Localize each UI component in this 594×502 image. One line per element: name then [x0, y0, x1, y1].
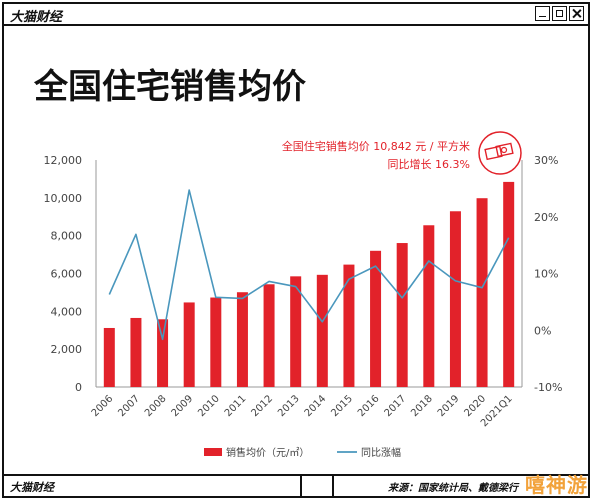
right-axis: -10% 0% 10% 20% 30% — [521, 154, 562, 394]
x-tick-label: 2009 — [170, 393, 196, 419]
x-tick-label: 2007 — [116, 393, 142, 419]
bar — [449, 211, 461, 387]
bar — [476, 198, 488, 387]
right-tick-label: 20% — [534, 211, 558, 224]
x-tick-label: 2015 — [329, 393, 355, 419]
left-tick-label: 8,000 — [51, 230, 83, 243]
x-tick-label: 2017 — [383, 393, 409, 419]
bar — [316, 274, 328, 387]
annotation-price: 全国住宅销售均价 10,842 元 / 平方米 — [282, 139, 470, 153]
footer-brand: 大猫财经 — [10, 481, 54, 494]
bar — [343, 264, 355, 387]
bar — [183, 302, 195, 387]
close-icon[interactable] — [569, 6, 584, 21]
money-icon — [478, 131, 522, 175]
x-tick-label: 2010 — [196, 393, 222, 419]
bar — [236, 292, 248, 387]
bar — [263, 284, 275, 387]
x-tick-label: 2006 — [90, 393, 116, 419]
x-tick-label: 2012 — [249, 393, 275, 419]
window-controls — [535, 6, 584, 21]
right-tick-label: 10% — [534, 268, 558, 281]
right-tick-label: 0% — [534, 324, 551, 337]
x-axis-labels: 2006 2007 2008 2009 2010 2011 2012 2013 2014 2015… — [90, 393, 515, 429]
left-tick-label: 0 — [75, 381, 82, 394]
title-bar: 大猫财经 — [4, 4, 588, 26]
footer-divider — [300, 476, 302, 496]
footer-bar: 大猫财经 来源：国家统计局、戴德梁行 — [4, 474, 588, 496]
x-tick-label: 2014 — [303, 393, 329, 419]
bar — [423, 225, 435, 387]
bar — [103, 327, 115, 387]
brand-title: 大猫财经 — [10, 10, 63, 25]
chart: 全国住宅销售均价 全国住宅销售均价 10,842 元 / 平方米 同比增长 16… — [33, 67, 562, 459]
growth-line — [108, 189, 510, 341]
line-series — [108, 189, 510, 341]
legend-bar-label: 销售均价（元/㎡） — [226, 446, 309, 459]
x-tick-label: 2008 — [143, 393, 169, 419]
x-tick-label: 2016 — [356, 393, 382, 419]
source-note: 来源：国家统计局、戴德梁行 — [388, 483, 518, 494]
annotation-growth: 同比增长 16.3% — [388, 157, 470, 171]
right-tick-label: 30% — [534, 154, 558, 167]
bar — [157, 319, 169, 387]
legend-line-label: 同比涨幅 — [361, 446, 401, 459]
minimize-icon[interactable] — [535, 6, 550, 21]
x-tick-label: 2019 — [436, 393, 462, 419]
watermark: 嘻神游 — [525, 473, 588, 497]
bar — [130, 317, 142, 387]
x-tick-label: 2018 — [409, 393, 435, 419]
left-tick-label: 10,000 — [44, 192, 83, 205]
right-tick-label: -10% — [534, 381, 562, 394]
bar — [396, 243, 408, 387]
bar-series — [103, 181, 515, 387]
bar — [210, 297, 222, 387]
bar — [503, 181, 515, 387]
left-tick-label: 6,000 — [51, 268, 83, 281]
legend-bar-swatch — [204, 448, 222, 456]
legend: 销售均价（元/㎡） 同比涨幅 — [204, 446, 401, 459]
footer-divider — [332, 476, 334, 496]
chart-title: 全国住宅销售均价 — [33, 67, 306, 107]
left-tick-label: 12,000 — [44, 154, 83, 167]
x-tick-label: 2011 — [223, 393, 249, 419]
left-tick-label: 2,000 — [51, 343, 83, 356]
x-tick-label: 2013 — [276, 393, 302, 419]
bar — [370, 250, 382, 387]
left-tick-label: 4,000 — [51, 305, 83, 318]
window-frame: 大猫财经 全国住宅销售均价 全国住宅销售均价 10,842 元 / 平方米 同比… — [2, 2, 590, 498]
maximize-icon[interactable] — [552, 6, 567, 21]
bar — [290, 276, 302, 387]
